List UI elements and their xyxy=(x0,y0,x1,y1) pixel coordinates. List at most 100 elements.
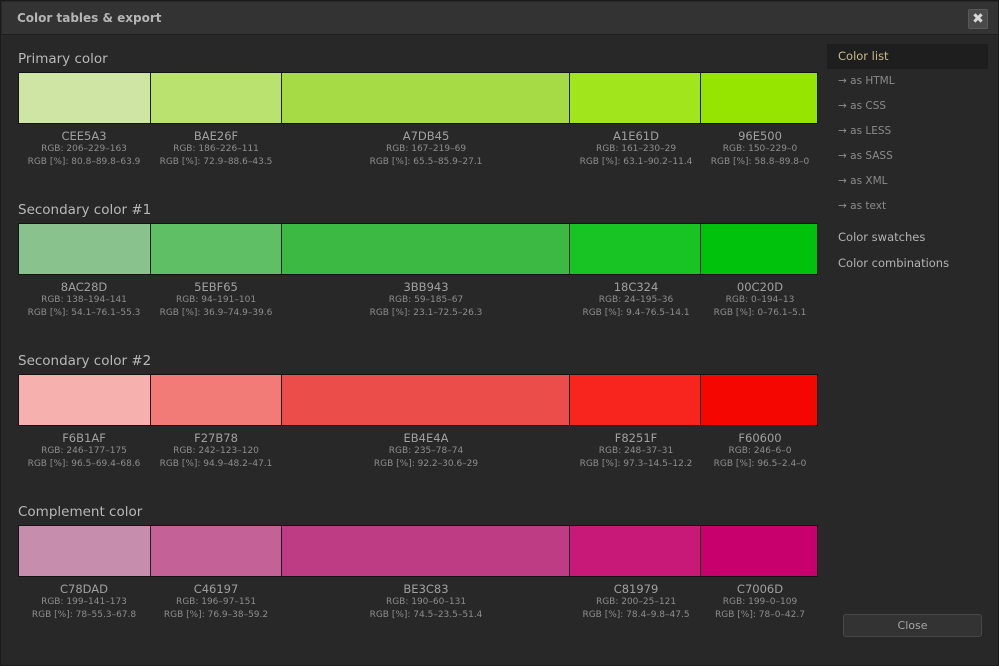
color-swatch[interactable] xyxy=(701,375,817,425)
sidebar-item-color-list[interactable]: Color list xyxy=(827,44,988,69)
hex-code: A7DB45 xyxy=(402,129,450,143)
rgb-value: RGB: 0–194–13 xyxy=(725,295,795,305)
sidebar-item-as-text[interactable]: → as text xyxy=(838,200,887,212)
rgb-value: RGB: 199–0–109 xyxy=(722,597,798,607)
color-swatch[interactable] xyxy=(282,526,570,576)
section-title: Complement color xyxy=(18,504,143,520)
hex-code: C78DAD xyxy=(59,582,109,596)
color-swatch[interactable] xyxy=(150,224,283,274)
rgb-value: RGB: 59–185–67 xyxy=(388,295,464,305)
color-swatch[interactable] xyxy=(569,526,702,576)
hex-code: BE3C83 xyxy=(403,582,449,596)
rgb-value: RGB: 161–230–29 xyxy=(595,144,677,154)
hex-code: F60600 xyxy=(738,431,782,445)
color-swatch[interactable] xyxy=(19,224,151,274)
swatch-info: EB4E4A RGB: 235–78–74 RGB [%]: 92.2–30.6–2… xyxy=(282,431,570,471)
section-title: Primary color xyxy=(18,51,108,67)
color-swatch[interactable] xyxy=(150,375,283,425)
rgb-percent: RGB [%]: 78.4–9.8–47.5 xyxy=(582,610,690,620)
rgb-value: RGB: 138–194–141 xyxy=(41,295,127,305)
hex-code: F8251F xyxy=(614,431,658,445)
swatch-info: A1E61D RGB: 161–230–29 RGB [%]: 63.1–90.2–… xyxy=(570,129,702,169)
rgb-percent: RGB [%]: 23.1–72.5–26.3 xyxy=(369,308,483,318)
sidebar-item-color-combinations[interactable]: Color combinations xyxy=(838,256,950,270)
hex-code: C46197 xyxy=(193,582,239,596)
swatch-labels: C78DAD RGB: 199–141–173 RGB [%]: 78–55.3–6… xyxy=(18,582,818,622)
rgb-percent: RGB [%]: 58.8–89.8–0 xyxy=(710,157,810,167)
hex-code: A1E61D xyxy=(613,129,659,143)
hex-code: C81979 xyxy=(613,582,659,596)
color-swatch[interactable] xyxy=(701,224,817,274)
color-swatch[interactable] xyxy=(150,73,283,123)
swatch-info: C78DAD RGB: 199–141–173 RGB [%]: 78–55.3–6… xyxy=(18,582,150,622)
sidebar-item-as-css[interactable]: → as CSS xyxy=(838,100,887,112)
section-title: Secondary color #1 xyxy=(18,202,152,218)
rgb-value: RGB: 186–226–111 xyxy=(173,144,259,154)
rgb-value: RGB: 248–37–31 xyxy=(598,446,674,456)
sidebar-item-color-swatches[interactable]: Color swatches xyxy=(838,230,926,244)
swatch-row xyxy=(18,525,818,577)
swatch-info: C81979 RGB: 200–25–121 RGB [%]: 78.4–9.8–4… xyxy=(570,582,702,622)
hex-code: CEE5A3 xyxy=(61,129,107,143)
rgb-percent: RGB [%]: 92.2–30.6–29 xyxy=(373,459,479,469)
hex-code: 8AC28D xyxy=(60,280,108,294)
sidebar-item-as-less[interactable]: → as LESS xyxy=(838,125,892,137)
rgb-percent: RGB [%]: 76.9–38–59.2 xyxy=(163,610,269,620)
close-icon[interactable]: ✖ xyxy=(968,9,988,29)
hex-code: F6B1AF xyxy=(62,431,106,445)
rgb-value: RGB: 199–141–173 xyxy=(41,597,127,607)
sidebar-item-as-sass[interactable]: → as SASS xyxy=(838,150,893,162)
rgb-percent: RGB [%]: 80.8–89.8–63.9 xyxy=(27,157,141,167)
rgb-percent: RGB [%]: 36.9–74.9–39.6 xyxy=(159,308,273,318)
swatch-labels: CEE5A3 RGB: 206–229–163 RGB [%]: 80.8–89.8… xyxy=(18,129,818,169)
color-swatch[interactable] xyxy=(701,526,817,576)
color-swatch[interactable] xyxy=(19,73,151,123)
color-swatch[interactable] xyxy=(282,224,570,274)
swatch-info: 5EBF65 RGB: 94–191–101 RGB [%]: 36.9–74.9–… xyxy=(150,280,282,320)
swatch-info: F8251F RGB: 248–37–31 RGB [%]: 97.3–14.5–1… xyxy=(570,431,702,471)
color-swatch[interactable] xyxy=(282,375,570,425)
dialog-title: Color tables & export xyxy=(17,11,162,25)
rgb-percent: RGB [%]: 9.4–76.5–14.1 xyxy=(582,308,690,318)
sidebar-item-as-xml[interactable]: → as XML xyxy=(838,175,888,187)
rgb-value: RGB: 200–25–121 xyxy=(595,597,677,607)
hex-code: 18C324 xyxy=(613,280,659,294)
swatch-info: BAE26F RGB: 186–226–111 RGB [%]: 72.9–88.6… xyxy=(150,129,282,169)
hex-code: 5EBF65 xyxy=(194,280,238,294)
swatch-info: BE3C83 RGB: 190–60–131 RGB [%]: 74.5–23.5–… xyxy=(282,582,570,622)
rgb-percent: RGB [%]: 74.5–23.5–51.4 xyxy=(369,610,483,620)
color-swatch[interactable] xyxy=(150,526,283,576)
section-secondary-color-1: Secondary color #1 8AC28D RGB: 138–194–14… xyxy=(18,200,818,318)
swatch-info: 18C324 RGB: 24–195–36 RGB [%]: 9.4–76.5–14… xyxy=(570,280,702,320)
swatch-info: C7006D RGB: 199–0–109 RGB [%]: 78–0–42.7 xyxy=(702,582,818,622)
rgb-value: RGB: 167–219–69 xyxy=(385,144,467,154)
swatch-info: CEE5A3 RGB: 206–229–163 RGB [%]: 80.8–89.8… xyxy=(18,129,150,169)
swatch-info: 3BB943 RGB: 59–185–67 RGB [%]: 23.1–72.5–2… xyxy=(282,280,570,320)
section-title: Secondary color #2 xyxy=(18,353,152,369)
swatch-labels: F6B1AF RGB: 246–177–175 RGB [%]: 96.5–69.4… xyxy=(18,431,818,471)
color-swatch[interactable] xyxy=(19,375,151,425)
swatch-info: 00C20D RGB: 0–194–13 RGB [%]: 0–76.1–5.1 xyxy=(702,280,818,320)
color-swatch[interactable] xyxy=(569,224,702,274)
rgb-percent: RGB [%]: 96.5–2.4–0 xyxy=(713,459,807,469)
rgb-percent: RGB [%]: 65.5–85.9–27.1 xyxy=(369,157,483,167)
rgb-percent: RGB [%]: 72.9–88.6–43.5 xyxy=(159,157,273,167)
color-swatch[interactable] xyxy=(19,526,151,576)
hex-code: C7006D xyxy=(736,582,784,596)
swatch-labels: 8AC28D RGB: 138–194–141 RGB [%]: 54.1–76.1… xyxy=(18,280,818,320)
hex-code: EB4E4A xyxy=(403,431,449,445)
color-swatch[interactable] xyxy=(701,73,817,123)
rgb-value: RGB: 150–229–0 xyxy=(722,144,798,154)
hex-code: BAE26F xyxy=(193,129,239,143)
rgb-percent: RGB [%]: 54.1–76.1–55.3 xyxy=(27,308,141,318)
color-swatch[interactable] xyxy=(569,73,702,123)
color-swatch[interactable] xyxy=(282,73,570,123)
rgb-value: RGB: 242–123–120 xyxy=(173,446,259,456)
swatch-row xyxy=(18,374,818,426)
rgb-value: RGB: 235–78–74 xyxy=(388,446,464,456)
sidebar-item-as-html[interactable]: → as HTML xyxy=(838,75,895,87)
color-swatch[interactable] xyxy=(569,375,702,425)
swatch-info: 96E500 RGB: 150–229–0 RGB [%]: 58.8–89.8–0 xyxy=(702,129,818,169)
close-button[interactable]: Close xyxy=(843,614,982,637)
